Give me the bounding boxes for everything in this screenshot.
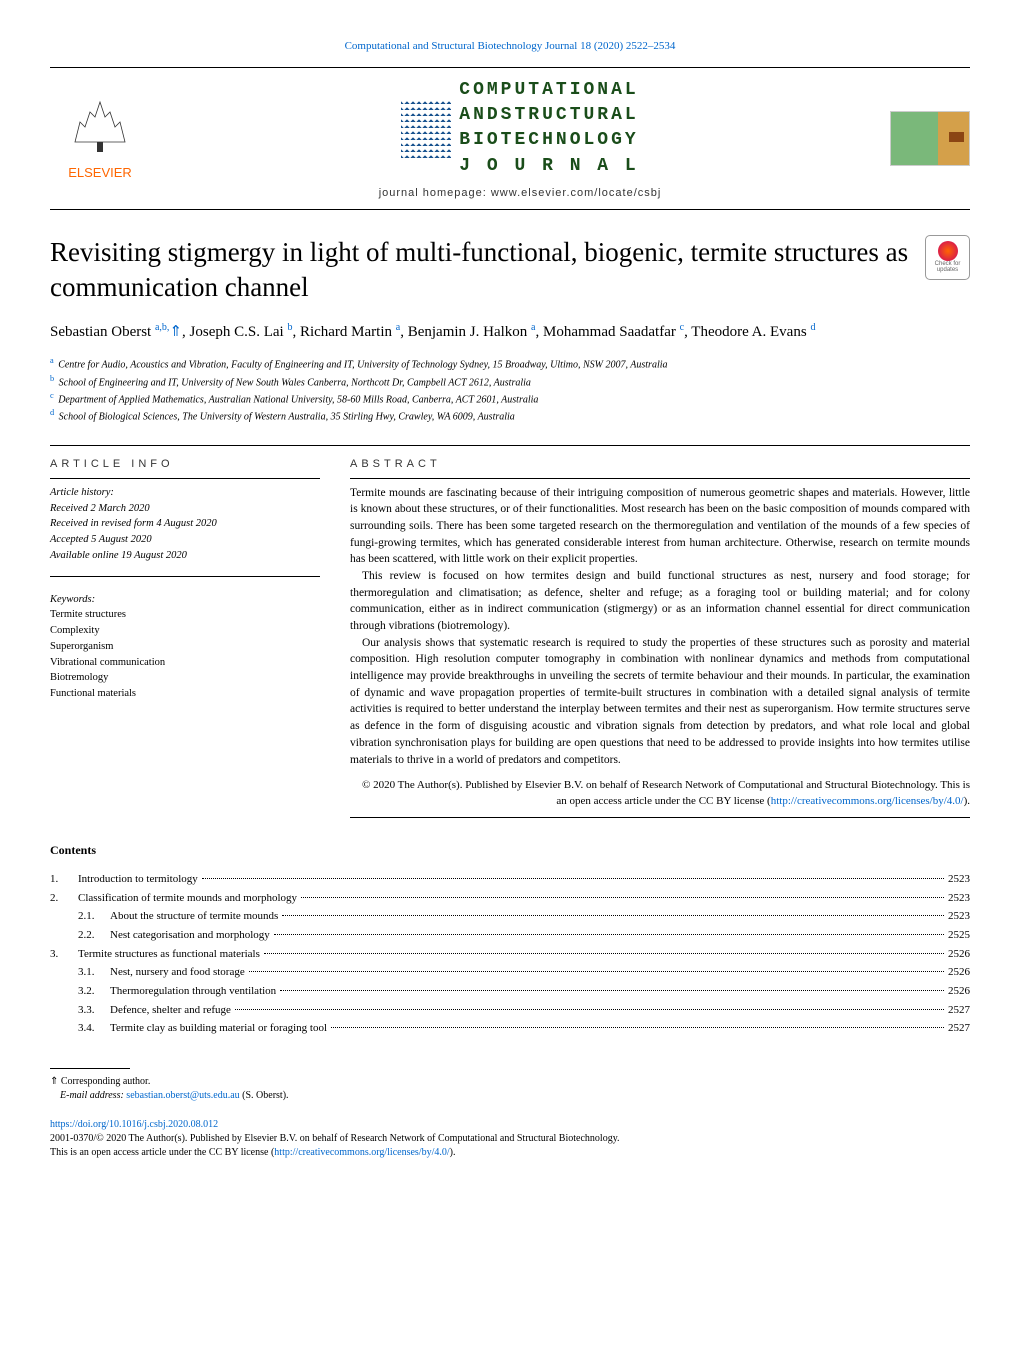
footer-license-link[interactable]: http://creativecommons.org/licenses/by/4… — [274, 1147, 449, 1158]
toc-entry[interactable]: 3.Termite structures as functional mater… — [50, 945, 970, 964]
history-line: Received 2 March 2020 — [50, 501, 320, 517]
abstract-text: Termite mounds are fascinating because o… — [350, 485, 970, 768]
corresponding-author-note: ⇑ Corresponding author. E-mail address: … — [50, 1075, 970, 1103]
toc-entry[interactable]: 1.Introduction to termitology2523 — [50, 870, 970, 889]
journal-pixel-icon — [401, 98, 451, 158]
authors-list: Sebastian Oberst a,b,⇑, Joseph C.S. Lai … — [50, 320, 970, 344]
journal-homepage[interactable]: journal homepage: www.elsevier.com/locat… — [150, 187, 890, 199]
check-updates-icon — [938, 241, 958, 261]
journal-header: ELSEVIER COMPUTATIONAL ANDSTRUCTURAL BIO… — [50, 67, 970, 210]
check-updates-label: Check for updates — [926, 261, 969, 273]
abstract-paragraph: Termite mounds are fascinating because o… — [350, 485, 970, 568]
toc-entry[interactable]: 2.Classification of termite mounds and m… — [50, 889, 970, 908]
toc-entry[interactable]: 3.4.Termite clay as building material or… — [50, 1019, 970, 1038]
keyword: Functional materials — [50, 686, 320, 702]
affiliation-line: d School of Biological Sciences, The Uni… — [50, 407, 970, 424]
toc-entry[interactable]: 3.3.Defence, shelter and refuge2527 — [50, 1001, 970, 1020]
history-line: Received in revised form 4 August 2020 — [50, 516, 320, 532]
copyright-notice: © 2020 The Author(s). Published by Elsev… — [350, 778, 970, 809]
table-of-contents: 1.Introduction to termitology25232.Class… — [50, 870, 970, 1038]
affiliations: a Centre for Audio, Acoustics and Vibrat… — [50, 355, 970, 424]
affiliation-line: b School of Engineering and IT, Universi… — [50, 373, 970, 390]
toc-entry[interactable]: 2.1.About the structure of termite mound… — [50, 907, 970, 926]
doi-link[interactable]: https://doi.org/10.1016/j.csbj.2020.08.0… — [50, 1119, 218, 1130]
toc-entry[interactable]: 3.1.Nest, nursery and food storage2526 — [50, 963, 970, 982]
article-history: Article history: Received 2 March 2020Re… — [50, 485, 320, 564]
abstract-paragraph: This review is focused on how termites d… — [350, 568, 970, 635]
doi-block: https://doi.org/10.1016/j.csbj.2020.08.0… — [50, 1118, 970, 1160]
article-info-header: ARTICLE INFO — [50, 458, 320, 470]
abstract-header: ABSTRACT — [350, 458, 970, 470]
journal-reference: Computational and Structural Biotechnolo… — [50, 40, 970, 52]
keyword: Complexity — [50, 623, 320, 639]
elsevier-name: ELSEVIER — [50, 165, 150, 180]
elsevier-tree-icon — [50, 97, 150, 165]
journal-cover-thumbnail[interactable] — [890, 111, 970, 166]
affiliation-line: a Centre for Audio, Acoustics and Vibrat… — [50, 355, 970, 372]
license-link[interactable]: http://creativecommons.org/licenses/by/4… — [771, 795, 964, 807]
contents-header: Contents — [50, 843, 970, 858]
journal-title-block: COMPUTATIONAL ANDSTRUCTURAL BIOTECHNOLOG… — [150, 78, 890, 199]
history-line: Accepted 5 August 2020 — [50, 532, 320, 548]
check-updates-badge[interactable]: Check for updates — [925, 235, 970, 280]
toc-entry[interactable]: 3.2.Thermoregulation through ventilation… — [50, 982, 970, 1001]
keyword: Termite structures — [50, 607, 320, 623]
article-title: Revisiting stigmergy in light of multi-f… — [50, 235, 970, 305]
email-link[interactable]: sebastian.oberst@uts.edu.au — [126, 1090, 239, 1101]
toc-entry[interactable]: 2.2.Nest categorisation and morphology25… — [50, 926, 970, 945]
keyword: Superorganism — [50, 639, 320, 655]
keyword: Vibrational communication — [50, 655, 320, 671]
affiliation-line: c Department of Applied Mathematics, Aus… — [50, 390, 970, 407]
journal-name: COMPUTATIONAL ANDSTRUCTURAL BIOTECHNOLOG… — [459, 78, 638, 179]
abstract-paragraph: Our analysis shows that systematic resea… — [350, 635, 970, 768]
keywords-block: Keywords: Termite structuresComplexitySu… — [50, 592, 320, 702]
history-line: Available online 19 August 2020 — [50, 548, 320, 564]
keyword: Biotremology — [50, 670, 320, 686]
elsevier-logo[interactable]: ELSEVIER — [50, 97, 150, 180]
